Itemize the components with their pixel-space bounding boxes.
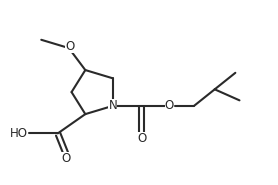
Text: O: O [137, 132, 147, 145]
Text: O: O [165, 99, 174, 112]
Text: HO: HO [9, 127, 28, 140]
Text: O: O [65, 40, 74, 53]
Text: O: O [61, 152, 71, 165]
Text: N: N [108, 99, 117, 112]
